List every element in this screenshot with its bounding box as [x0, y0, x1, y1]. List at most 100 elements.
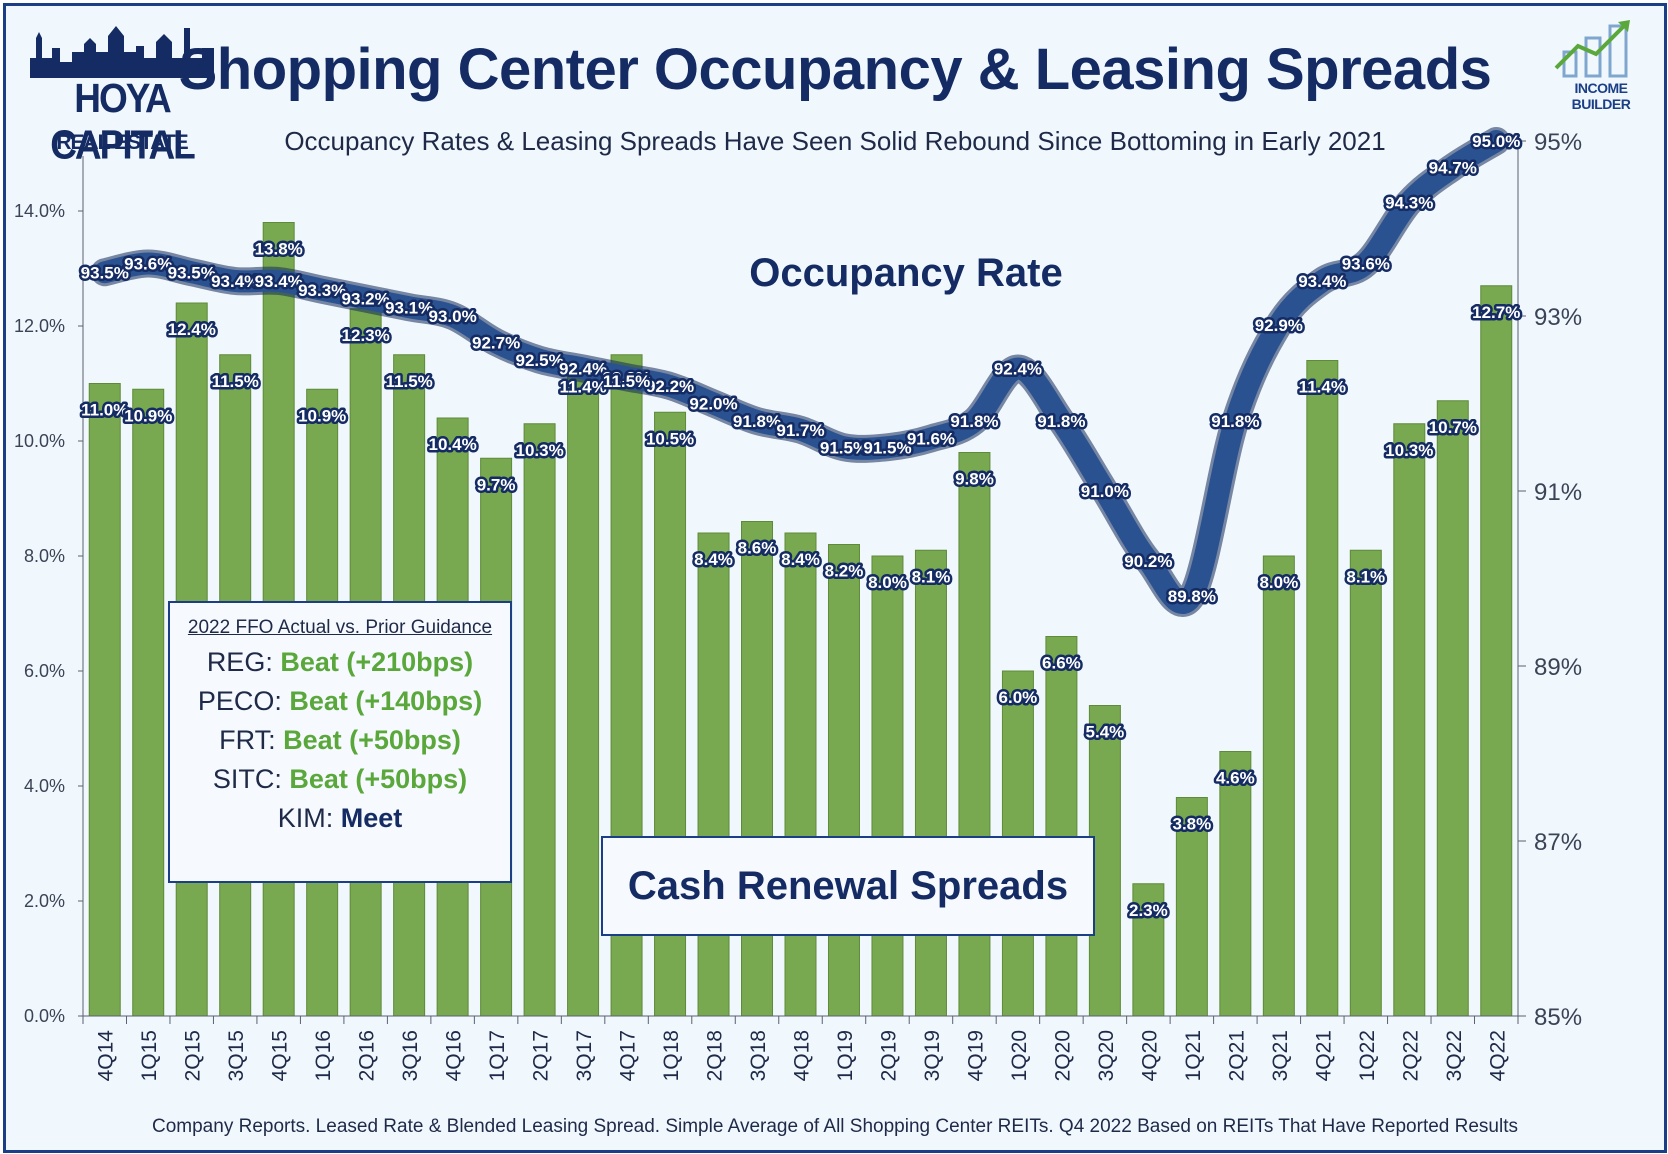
- occupancy-data-label-outline: 92.7%: [472, 333, 520, 352]
- hoya-capital-logo: HOYA CAPITAL REAL ESTATE: [24, 18, 220, 167]
- occupancy-data-label-text: 93.4%: [255, 272, 303, 291]
- spread-data-label: 10.9%10.9%: [296, 404, 349, 428]
- occupancy-data-label-outline: 93.4%: [1298, 272, 1346, 291]
- spread-data-label: 5.4%5.4%: [1083, 720, 1127, 744]
- occupancy-data-label-text: 92.2%: [646, 377, 694, 396]
- skyline-icon: [24, 18, 220, 80]
- occupancy-data-label-outline: 91.8%: [1037, 412, 1085, 431]
- spread-data-label-outline: 4.6%: [1216, 769, 1255, 788]
- occupancy-data-label-text: 91.5%: [863, 438, 911, 457]
- occupancy-data-label-text: 91.8%: [1211, 412, 1259, 431]
- spread-data-label: 11.4%11.4%: [557, 375, 609, 399]
- x-tick-label: 3Q18: [747, 1030, 770, 1081]
- occupancy-data-label-outline: 93.4%: [255, 272, 303, 291]
- occupancy-data-label-outline: 91.8%: [1211, 412, 1259, 431]
- occupancy-data-label-text: 92.9%: [1255, 316, 1303, 335]
- spread-data-label-text: 12.7%: [1472, 303, 1520, 322]
- occupancy-data-label-text: 94.3%: [1385, 193, 1433, 212]
- occupancy-data-label: 93.5%93.5%: [78, 261, 131, 285]
- occupancy-data-label-text: 91.8%: [733, 412, 781, 431]
- bar: [914, 549, 947, 1017]
- occupancy-data-label: 91.8%91.8%: [948, 410, 1001, 434]
- occupancy-data-label-text: 92.0%: [689, 395, 737, 414]
- spread-data-label: 11.5%11.5%: [383, 369, 435, 393]
- occupancy-data-label: 92.2%92.2%: [643, 375, 696, 399]
- occupancy-data-label: 91.8%91.8%: [1209, 410, 1262, 434]
- ffo-result: Beat (+140bps): [289, 686, 483, 716]
- bar: [1219, 751, 1252, 1017]
- ffo-guidance-box: 2022 FFO Actual vs. Prior Guidance REG: …: [168, 601, 512, 883]
- occupancy-data-label-text: 91.0%: [1081, 482, 1129, 501]
- y-left-tick-label: 14.0%: [14, 201, 65, 221]
- spread-data-label-text: 6.0%: [999, 688, 1038, 707]
- spread-data-label: 11.5%11.5%: [209, 369, 261, 393]
- logo-brand-line2: REAL ESTATE: [56, 131, 188, 154]
- spread-data-label: 8.0%8.0%: [1257, 571, 1301, 595]
- occupancy-data-label-text: 91.5%: [820, 438, 868, 457]
- x-tick-label: 4Q22: [1486, 1030, 1509, 1081]
- spread-data-label-text: 2.3%: [1129, 901, 1168, 920]
- spread-data-label-text: 8.0%: [1259, 573, 1298, 592]
- x-tick-label: 2Q22: [1399, 1030, 1422, 1081]
- spread-data-label: 8.0%8.0%: [866, 571, 910, 595]
- x-tick-label: 1Q22: [1356, 1030, 1379, 1081]
- spread-data-label-text: 5.4%: [1086, 723, 1125, 742]
- occupancy-data-label-text: 92.4%: [559, 360, 607, 379]
- x-tick-label: 2Q19: [877, 1030, 900, 1081]
- bar: [1045, 636, 1078, 1017]
- ffo-result: Beat (+50bps): [289, 764, 468, 794]
- bar: [1436, 400, 1469, 1017]
- x-tick-label: 1Q15: [138, 1030, 161, 1081]
- spread-data-label-outline: 12.4%: [168, 320, 216, 339]
- spread-data-label-text: 8.2%: [825, 562, 864, 581]
- occupancy-data-label: 92.7%92.7%: [470, 331, 523, 355]
- spread-data-label-outline: 11.0%: [81, 401, 128, 420]
- spread-data-label-outline: 6.0%: [999, 688, 1038, 707]
- y-left-tick-label: 2.0%: [24, 891, 65, 911]
- spread-data-label: 10.5%10.5%: [643, 427, 696, 451]
- ffo-ticker: PECO:: [197, 686, 282, 716]
- occupancy-data-label-outline: 91.8%: [950, 412, 998, 431]
- x-tick-label: 1Q16: [312, 1030, 335, 1081]
- occupancy-data-label: 94.7%94.7%: [1426, 156, 1479, 180]
- bar: [1306, 360, 1339, 1017]
- ffo-box-header: 2022 FFO Actual vs. Prior Guidance: [187, 617, 493, 638]
- bar: [1132, 883, 1165, 1017]
- spread-data-label-outline: 8.4%: [781, 550, 820, 569]
- ffo-ticker: FRT:: [219, 725, 276, 755]
- occupancy-data-label: 94.3%94.3%: [1383, 191, 1436, 215]
- x-tick-label: 4Q19: [964, 1030, 987, 1081]
- occupancy-data-label: 90.2%90.2%: [1122, 550, 1175, 574]
- x-tick-label: 4Q20: [1138, 1030, 1161, 1081]
- spread-data-label: 4.6%4.6%: [1213, 766, 1257, 790]
- occupancy-data-label-text: 93.4%: [211, 272, 259, 291]
- occupancy-data-label-text: 91.8%: [1037, 412, 1085, 431]
- logo-brand-line1: HOYA CAPITAL: [50, 75, 196, 168]
- occupancy-data-label: 91.6%91.6%: [904, 427, 957, 451]
- spread-data-label-outline: 11.5%: [386, 372, 433, 391]
- combo-chart: 0.0% 2.0% 4.0% 6.0% 8.0% 10.0% 12.0% 14.0% 85% 87…: [14, 127, 1582, 1081]
- spread-data-label-text: 12.4%: [168, 320, 216, 339]
- spread-data-label-outline: 10.5%: [646, 429, 694, 448]
- occupancy-data-label: 91.5%91.5%: [861, 436, 914, 460]
- ffo-row-peco: PECO: Beat (+140bps): [170, 686, 510, 717]
- spread-data-label-outline: 10.4%: [429, 435, 477, 454]
- bar: [697, 532, 730, 1017]
- occupancy-data-label-text: 90.2%: [1124, 552, 1172, 571]
- x-tick-label: 3Q15: [225, 1030, 248, 1081]
- occupancy-data-label-outline: 94.7%: [1429, 158, 1477, 177]
- occupancy-data-label-text: 93.5%: [168, 263, 216, 282]
- bar: [88, 383, 121, 1017]
- bar: [132, 388, 165, 1017]
- ffo-row-reg: REG: Beat (+210bps): [170, 647, 510, 678]
- spread-data-label-outline: 2.3%: [1129, 901, 1168, 920]
- buildings-chart-icon: [1554, 20, 1630, 78]
- occupancy-data-label: 91.8%91.8%: [1035, 410, 1088, 434]
- x-tick-label: 3Q19: [921, 1030, 944, 1081]
- spread-data-label-text: 8.4%: [694, 550, 733, 569]
- ffo-result: Beat (+50bps): [283, 725, 461, 755]
- occupancy-data-label-text: 91.6%: [907, 430, 955, 449]
- spread-data-label-text: 10.9%: [298, 406, 346, 425]
- occupancy-data-label-outline: 89.8%: [1168, 587, 1216, 606]
- spread-data-label-text: 10.9%: [124, 406, 172, 425]
